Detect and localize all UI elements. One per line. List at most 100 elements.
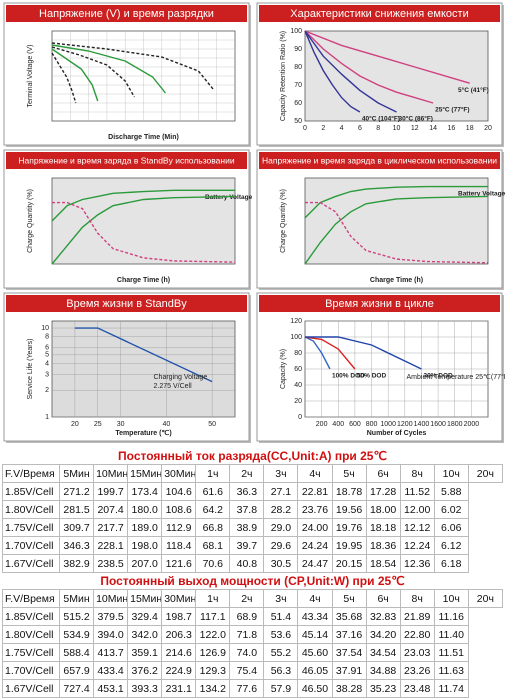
table-cell: 18.54 [365,554,401,573]
table-cell: 29.6 [263,536,299,555]
series-line [305,201,489,264]
series-line [74,327,213,383]
table-cell: 36.3 [229,482,265,501]
table-cell: 56.3 [263,661,299,680]
table-cell: 534.9 [58,625,95,644]
table-cell: 231.1 [161,679,197,698]
y-tick-label: 4 [45,360,49,367]
table-row: 1.67V/Cell 727.4 453.1 393.3 231.1 134.2 77.6 5… [2,679,503,698]
table-cell: 1.85V/Cell [2,607,60,626]
table-cell: 55.2 [263,643,299,662]
table-cell: 198.7 [161,607,197,626]
x-tick-label: 800 [366,421,378,428]
table-cell: 1.67V/Cell [2,554,60,573]
series-line [51,44,167,94]
table-cell: 224.9 [161,661,197,680]
panel-title: Время жизни в цикле [325,298,434,310]
x-tick-label: 1000 [380,421,396,428]
table-cell: 29.0 [263,518,299,537]
table-row: 1.70V/Cell 657.9 433.4 376.2 224.9 129.3 75.4 5… [2,661,503,680]
table-cell: 1.75V/Cell [2,643,60,662]
table-cell: 30.5 [263,554,299,573]
table-cell: 53.6 [263,625,299,644]
x-axis-label: Charge Time (h) [370,277,423,284]
y-axis-label: Terminal Voltage (V) [27,44,34,107]
series-label: 30% DOD [423,373,453,380]
y-tick-label: 100 [290,28,302,35]
data-table: F.V/Время 5Мин 10Мин 15Мин 30Мин 1ч 2ч 3ч 4ч 5ч 6ч… [2,464,504,573]
header-cell: 8ч [399,589,435,608]
table-cell: 104.6 [161,482,197,501]
table-cell: 40.8 [229,554,265,573]
header-cell: F.V/Время [2,589,60,608]
table-cell: 38.28 [331,679,367,698]
table-cell: 34.54 [365,643,401,662]
table-cell: 11.63 [433,661,469,680]
y-axis-label: Capacity (%) [280,349,287,389]
y-tick-label: 1 [45,414,49,421]
table-cell: 433.4 [93,661,129,680]
y-tick-label: 60 [294,100,302,107]
table-cell: 217.7 [93,518,129,537]
header-cell: 3ч [263,589,299,608]
table-cell: 77.6 [229,679,265,698]
table-cell: 12.00 [399,500,435,519]
x-axis-label: Charge Time (h) [117,277,170,284]
table-cell: 1.80V/Cell [2,500,60,519]
plot-area [304,30,489,122]
y-axis-label: Capacity Retention Ratio (%) [280,31,287,121]
table-row: 1.75V/Cell 588.4 413.7 359.1 214.6 126.9 74.0 5… [2,643,503,662]
table-cell: 1.70V/Cell [2,536,60,555]
table-title: Постоянный ток разряда(CC,Unit:A) при 25… [118,449,387,463]
table-row: 1.80V/Cell 281.5 207.4 180.0 108.6 64.2 37.8 28… [2,500,503,519]
table-cell: 6.06 [433,518,469,537]
table-cell: 39.7 [229,536,265,555]
x-axis-label: Temperature (℃) [115,429,171,437]
header-cell: F.V/Время [2,464,60,483]
panel-title-bar [259,5,500,22]
table-cell: 118.4 [161,536,197,555]
x-axis-label: Number of Cycles [367,430,427,437]
table-cell: 6.12 [433,536,469,555]
series-label: 50% DOD [357,373,387,380]
x-tick-label: 18 [466,125,474,132]
y-tick-label: 3 [45,371,49,378]
table-cell: 134.2 [195,679,231,698]
table-cell: 207.0 [127,554,163,573]
table-cell: 17.28 [365,482,401,501]
table-cell: 66.8 [195,518,231,537]
plot-area [304,177,489,265]
table-cell: 61.6 [195,482,231,501]
header-cell: 20ч [467,464,504,483]
table-cell: 12.36 [399,554,435,573]
series-label: 30°C (86°F) [399,115,433,123]
table-cell: 453.1 [93,679,129,698]
series-line [51,42,214,90]
header-cell: 3ч [263,464,299,483]
table-cell: 45.14 [297,625,333,644]
table-cell: 393.3 [127,679,163,698]
table-cell: 228.1 [93,536,129,555]
table-title: Постоянный выход мощности (CP,Unit:W) пр… [100,574,405,588]
plot-area [51,177,236,265]
table-cell: 68.9 [229,607,265,626]
x-axis-label: Discharge Time (Min) [108,134,179,141]
header-cell: 15Мин [127,464,163,483]
table-cell: 43.34 [297,607,333,626]
annotation: 2.275 V/Cell [154,383,193,390]
table-cell: 11.16 [433,607,469,626]
y-tick-label: 120 [290,318,302,325]
series-line [51,46,135,98]
panel-title: Напряжение (V) и время разрядки [39,8,214,20]
table-cell: 21.89 [399,607,435,626]
table-cell: 19.56 [331,500,367,519]
table-cell: 6.18 [433,554,469,573]
panel-title-bar [259,152,500,169]
table-cell: 37.16 [331,625,367,644]
table-cell: 122.0 [195,625,231,644]
header-cell: 1ч [195,589,231,608]
table-cell: 126.9 [195,643,231,662]
table-cell: 12.24 [399,536,435,555]
table-cell: 46.05 [297,661,333,680]
header-cell: 1ч [195,464,231,483]
